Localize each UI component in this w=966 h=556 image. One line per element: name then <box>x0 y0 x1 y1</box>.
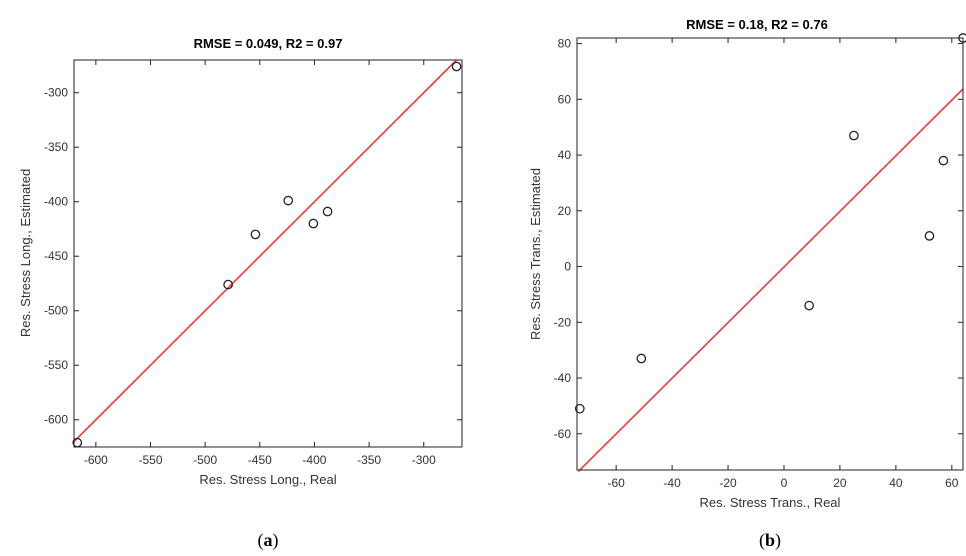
chart-a-ytick-label-4: -400 <box>44 195 68 209</box>
chart-a-ytick-label-6: -300 <box>44 86 68 100</box>
chart-a-xtick-label-5: -350 <box>357 453 381 467</box>
chart-a-point-6 <box>451 61 462 72</box>
chart-a-point-4 <box>308 218 319 229</box>
svg-text:(b): (b) <box>759 530 781 551</box>
chart-b-ytick-label-3: 0 <box>564 260 571 274</box>
chart-a-ytick-label-0: -600 <box>44 413 68 427</box>
chart-b-xtick-label-4: 20 <box>833 476 847 490</box>
chart-panel-b: RMSE = 0.18, R2 = 0.76 -60 -40 -20 0 20 40 60-… <box>528 17 966 551</box>
chart-a-xtick-label-4: -400 <box>302 453 326 467</box>
chart-b-xtick-label-6: 60 <box>945 476 959 490</box>
chart-b-ytick-label-1: -40 <box>554 371 572 385</box>
chart-panel-a: RMSE = 0.049, R2 = 0.97 -600 -550 -500 -450… <box>18 36 463 551</box>
chart-b-point-0 <box>574 403 585 414</box>
chart-b-point-5 <box>938 155 949 166</box>
chart-b-plot: -60 -40 -20 0 20 40 60 -60 -40 -20 0 20 40 60 80 <box>554 33 966 490</box>
chart-a-frame <box>73 59 463 448</box>
chart-a-reference-line <box>73 59 458 443</box>
chart-b-xlabel: Res. Stress Trans., Real <box>700 495 841 510</box>
caption-a-letter: a <box>264 530 273 550</box>
chart-a-point-1 <box>223 279 233 290</box>
caption-a: (a) <box>258 530 279 551</box>
chart-a-point-2 <box>250 229 261 240</box>
caption-b-letter: b <box>765 530 775 550</box>
chart-b-point-4 <box>924 231 935 241</box>
chart-a-xtick-label-2: -500 <box>193 453 217 467</box>
chart-a-plot: -600 -550 -500 -450 -400 -350 -300 -600 -550 -500… <box>44 59 462 467</box>
chart-b-xtick-label-5: 40 <box>889 476 903 490</box>
chart-a-ytick-label-1: -550 <box>44 358 68 372</box>
chart-b-ytick-label-6: 60 <box>558 92 572 106</box>
chart-b-point-1 <box>636 353 647 364</box>
chart-a-title: RMSE = 0.049, R2 = 0.97 <box>194 36 343 51</box>
chart-b-title: RMSE = 0.18, R2 = 0.76 <box>686 17 828 32</box>
caption-b: (b) <box>759 530 781 551</box>
chart-a-ytick-label-5: -350 <box>44 140 68 154</box>
chart-a-ytick-label-2: -500 <box>44 304 68 318</box>
chart-b-xtick-label-3: 0 <box>781 476 788 490</box>
chart-a-xtick-label-0: -600 <box>84 453 108 467</box>
svg-text:(a): (a) <box>258 530 279 551</box>
chart-a-xlabel: Res. Stress Long., Real <box>199 472 336 487</box>
chart-a-xtick-label-1: -550 <box>138 453 162 467</box>
chart-a-ytick-label-3: -450 <box>44 249 68 263</box>
chart-a-point-3 <box>283 195 294 206</box>
chart-b-ytick-label-4: 20 <box>558 204 572 218</box>
chart-b-point-2 <box>804 300 815 311</box>
chart-b-point-3 <box>849 130 859 141</box>
chart-b-reference-line <box>577 88 964 472</box>
chart-b-xtick-label-0: -60 <box>607 476 625 490</box>
chart-a-xtick-label-3: -450 <box>248 453 272 467</box>
chart-b-ytick-label-0: -60 <box>554 427 572 441</box>
chart-b-xtick-label-1: -40 <box>663 476 681 490</box>
chart-a-point-5 <box>322 206 333 217</box>
chart-b-ytick-label-5: 40 <box>558 148 572 162</box>
chart-b-ytick-label-2: -20 <box>554 315 572 329</box>
chart-a-ylabel: Res. Stress Long., Estimated <box>18 169 33 337</box>
chart-b-ytick-label-7: 80 <box>558 37 572 51</box>
chart-b-ylabel: Res. Stress Trans., Estimated <box>528 168 543 340</box>
chart-b-xtick-label-2: -20 <box>719 476 737 490</box>
chart-b-frame <box>576 37 964 471</box>
chart-a-xtick-label-6: -300 <box>412 453 436 467</box>
